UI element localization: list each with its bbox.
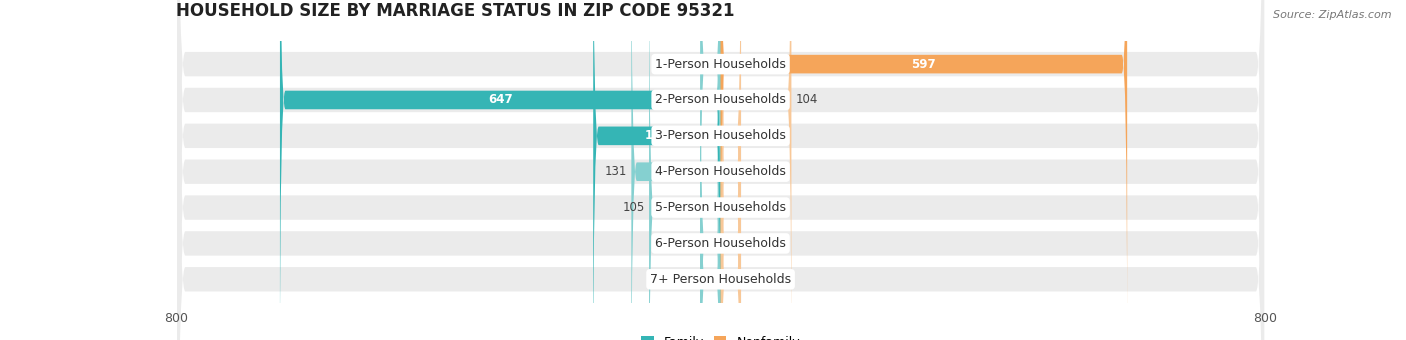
FancyBboxPatch shape — [650, 0, 721, 340]
Text: 0: 0 — [745, 129, 752, 142]
Text: 597: 597 — [911, 57, 936, 71]
FancyBboxPatch shape — [721, 0, 741, 340]
Text: HOUSEHOLD SIZE BY MARRIAGE STATUS IN ZIP CODE 95321: HOUSEHOLD SIZE BY MARRIAGE STATUS IN ZIP… — [176, 2, 734, 20]
FancyBboxPatch shape — [700, 0, 721, 340]
FancyBboxPatch shape — [177, 0, 1264, 340]
FancyBboxPatch shape — [721, 2, 741, 340]
FancyBboxPatch shape — [593, 0, 721, 340]
Text: 104: 104 — [796, 94, 818, 106]
Text: Source: ZipAtlas.com: Source: ZipAtlas.com — [1274, 10, 1392, 20]
Text: 0: 0 — [689, 273, 696, 286]
FancyBboxPatch shape — [721, 0, 1128, 340]
Text: 0: 0 — [745, 165, 752, 178]
FancyBboxPatch shape — [721, 0, 792, 340]
Legend: Family, Nonfamily: Family, Nonfamily — [636, 331, 806, 340]
Text: 1-Person Households: 1-Person Households — [655, 57, 786, 71]
FancyBboxPatch shape — [631, 0, 721, 340]
FancyBboxPatch shape — [700, 0, 721, 340]
Text: 0: 0 — [745, 273, 752, 286]
Text: 4-Person Households: 4-Person Households — [655, 165, 786, 178]
Text: 5-Person Households: 5-Person Households — [655, 201, 786, 214]
FancyBboxPatch shape — [177, 0, 1264, 340]
Text: 0: 0 — [745, 201, 752, 214]
FancyBboxPatch shape — [721, 0, 741, 340]
FancyBboxPatch shape — [280, 0, 721, 340]
Text: 0: 0 — [689, 57, 696, 71]
Text: 105: 105 — [623, 201, 645, 214]
FancyBboxPatch shape — [177, 0, 1264, 340]
FancyBboxPatch shape — [177, 0, 1264, 340]
FancyBboxPatch shape — [177, 0, 1264, 340]
Text: 6-Person Households: 6-Person Households — [655, 237, 786, 250]
Text: 7+ Person Households: 7+ Person Households — [650, 273, 792, 286]
FancyBboxPatch shape — [177, 0, 1264, 340]
FancyBboxPatch shape — [721, 0, 741, 340]
Text: 131: 131 — [605, 165, 627, 178]
FancyBboxPatch shape — [700, 2, 721, 340]
FancyBboxPatch shape — [177, 0, 1264, 340]
Text: 187: 187 — [644, 129, 669, 142]
Text: 0: 0 — [745, 237, 752, 250]
Text: 647: 647 — [488, 94, 513, 106]
Text: 0: 0 — [689, 237, 696, 250]
FancyBboxPatch shape — [721, 0, 741, 340]
Text: 2-Person Households: 2-Person Households — [655, 94, 786, 106]
Text: 3-Person Households: 3-Person Households — [655, 129, 786, 142]
